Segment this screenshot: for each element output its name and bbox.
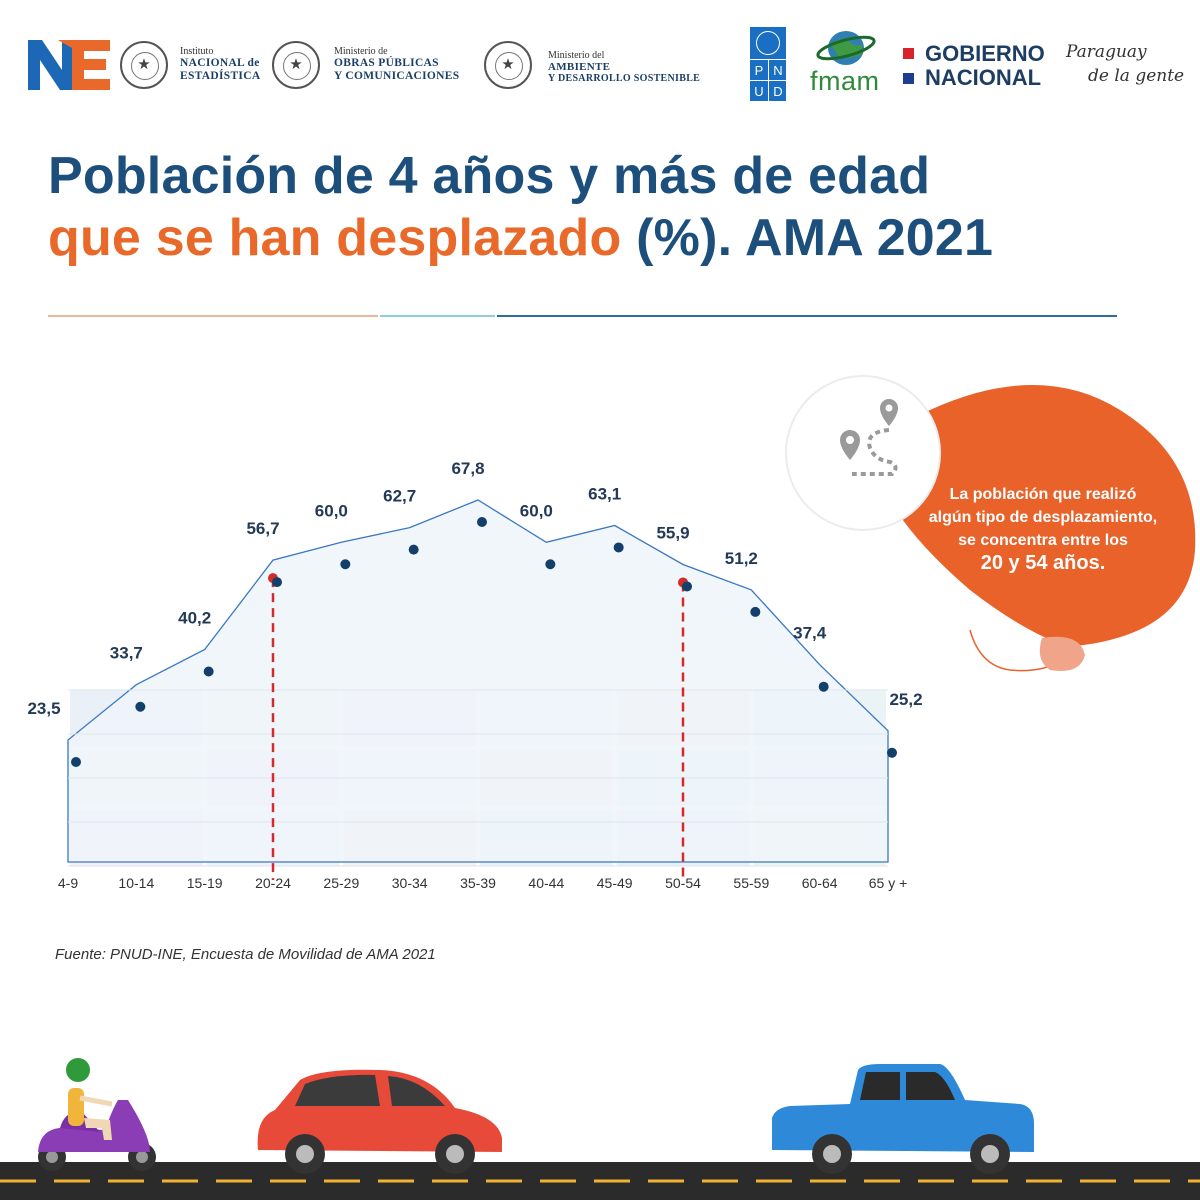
x-tick-label: 30-34 (392, 875, 428, 891)
title-line1: Población de 4 años y más de edad (48, 147, 931, 205)
gobierno-nacional-logo: GOBIERNO NACIONAL (903, 42, 1045, 90)
gobierno-line1: GOBIERNO (925, 41, 1045, 66)
value-label: 63,1 (588, 484, 621, 503)
x-tick-label: 20-24 (255, 875, 291, 891)
fmam-globe-icon (816, 31, 876, 65)
data-point (545, 559, 556, 570)
x-tick-label: 55-59 (733, 875, 769, 891)
data-point (71, 757, 81, 767)
x-axis-ticks: 4-9 10-14 15-19 20-24 25-29 30-34 35-39 40-44 45… (58, 875, 907, 891)
x-tick-label: 10-14 (118, 875, 154, 891)
x-tick-label: 50-54 (665, 875, 701, 891)
flag-blue-square-icon (903, 73, 914, 84)
callout-body: La población que realizó algún tipo de d… (928, 486, 1158, 549)
pnud-letter-u: U (750, 80, 768, 102)
x-tick-label: 60-64 (802, 875, 838, 891)
value-label: 37,4 (793, 624, 827, 643)
mades-line1: Ministerio del (548, 50, 605, 61)
data-point (272, 577, 282, 588)
mades-name: Ministerio del AMBIENTE Y DESARROLLO SOS… (548, 50, 700, 85)
x-tick-label: 40-44 (528, 875, 564, 891)
value-label: 40,2 (178, 609, 211, 628)
flag-red-square-icon (903, 48, 914, 59)
ne-logo (28, 40, 110, 90)
mopc-seal-icon: ★ (272, 41, 320, 89)
pnud-letter-p: P (750, 59, 768, 81)
un-globe-icon (756, 31, 780, 55)
slogan-line1: Paraguay (1066, 42, 1147, 62)
red-car-icon (257, 1069, 502, 1174)
fmam-logo-text: fmam (810, 66, 880, 96)
point-layer (71, 517, 897, 767)
value-label: 55,9 (656, 523, 689, 542)
source-note: Fuente: PNUD-INE, Encuesta de Movilidad … (55, 946, 436, 963)
mades-seal-icon: ★ (484, 41, 532, 89)
pnud-letter-n: N (768, 59, 787, 81)
ine-line1: Instituto (180, 46, 214, 57)
title-line2-blue: (%). AMA 2021 (621, 209, 994, 267)
data-point (340, 559, 351, 570)
ine-line3: ESTADÍSTICA (180, 70, 261, 82)
data-point (477, 517, 487, 527)
title-line2-orange: que se han desplazado (48, 209, 622, 267)
area-fill (67, 499, 889, 863)
page-title: Población de 4 años y más de edad que se… (48, 145, 1168, 269)
data-point (203, 666, 214, 677)
area-layer (67, 499, 889, 867)
ine-seal-icon: ★ (120, 41, 168, 89)
data-point (750, 606, 761, 617)
scooter-icon (38, 1058, 156, 1171)
data-point (818, 681, 829, 692)
callout-blob (785, 375, 1196, 672)
mopc-line1: Ministerio de (334, 46, 388, 57)
value-label: 33,7 (110, 644, 143, 663)
blue-truck-icon (772, 1064, 1034, 1174)
pnud-letter-d: D (768, 80, 787, 102)
value-label: 60,0 (315, 501, 348, 520)
divider-orange (48, 315, 378, 317)
divider-teal (380, 315, 495, 317)
x-tick-label: 15-19 (187, 875, 223, 891)
mopc-name: Ministerio de OBRAS PÚBLICAS Y COMUNICAC… (334, 46, 459, 83)
x-tick-label: 25-29 (323, 875, 359, 891)
slogan-logo: Paraguay de la gente (1066, 40, 1184, 88)
data-point (682, 581, 692, 592)
ine-line2: NACIONAL de (180, 57, 260, 69)
mopc-line3: Y COMUNICACIONES (334, 70, 460, 82)
value-label: 51,2 (725, 549, 758, 568)
data-point (135, 701, 146, 712)
data-point (887, 747, 897, 758)
value-label: 67,8 (451, 459, 484, 478)
mopc-line2: OBRAS PÚBLICAS (334, 57, 439, 69)
divider-navy (497, 315, 1117, 317)
ine-name: Instituto NACIONAL de ESTADÍSTICA (180, 46, 260, 83)
data-point (613, 542, 624, 553)
route-pins-icon (840, 399, 898, 476)
value-label: 23,5 (27, 699, 60, 718)
mades-line3: Y DESARROLLO SOSTENIBLE (548, 73, 701, 84)
value-label: 25,2 (889, 690, 922, 709)
x-tick-label: 35-39 (460, 875, 496, 891)
pnud-logo: P N U D (750, 27, 787, 102)
value-label: 60,0 (520, 501, 553, 520)
gobierno-line2: NACIONAL (925, 65, 1042, 90)
x-tick-label: 4-9 (58, 875, 78, 891)
callout-highlight: 20 y 54 años (980, 552, 1100, 574)
x-tick-label: 45-49 (597, 875, 633, 891)
label-layer: 23,5 33,7 40,2 56,7 60,0 62,7 67,8 60,0 63,1 55,9… (27, 459, 922, 718)
value-label: 56,7 (246, 519, 279, 538)
x-tick-label: 65 y + (869, 875, 908, 891)
callout-text: La población que realizó algún tipo de d… (928, 483, 1158, 576)
data-point (408, 544, 419, 555)
callout-period: . (1099, 552, 1106, 574)
mades-line2: AMBIENTE (548, 61, 611, 73)
value-label: 62,7 (383, 487, 416, 506)
road-illustration (0, 1058, 1200, 1200)
slogan-line2: de la gente (1088, 66, 1185, 86)
